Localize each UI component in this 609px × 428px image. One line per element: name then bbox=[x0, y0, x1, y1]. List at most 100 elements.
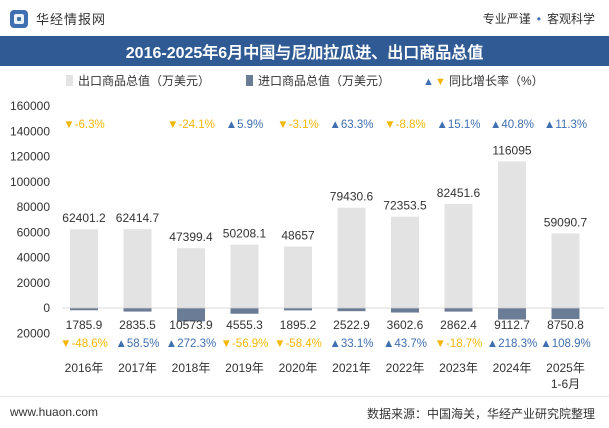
x-tick-label: 2018年 bbox=[172, 361, 211, 375]
export-bar bbox=[177, 248, 205, 308]
export-value-label: 72353.5 bbox=[383, 199, 427, 213]
logo-icon bbox=[10, 9, 28, 28]
import-bar bbox=[284, 308, 312, 311]
x-tick-label: 2025年 bbox=[546, 361, 585, 375]
export-bar bbox=[337, 207, 366, 308]
import-growth-label: ▼-56.9% bbox=[221, 338, 269, 350]
export-value-label: 50208.1 bbox=[223, 227, 267, 241]
chart-area: 出口商品总值（万美元） 进口商品总值（万美元） ▲ ▼ 同比增长率（%） 160… bbox=[10, 73, 604, 391]
export-bar bbox=[444, 203, 473, 308]
import-value-label: 3602.6 bbox=[387, 318, 424, 332]
import-value-label: 2522.9 bbox=[333, 318, 370, 332]
export-value-label: 82451.6 bbox=[437, 186, 481, 200]
x-tick-label: 2020年 bbox=[279, 361, 318, 375]
data-source: 数据来源：中国海关，华经产业研究院整理 bbox=[366, 407, 595, 421]
import-bar bbox=[177, 308, 205, 322]
export-value-label: 48657 bbox=[281, 229, 315, 243]
x-tick-label: 1-6月 bbox=[551, 377, 580, 391]
tagline: 专业严谨 • 客观科学 bbox=[483, 10, 595, 27]
import-growth-label: ▼-48.6% bbox=[60, 338, 108, 350]
y-tick-label: 80000 bbox=[17, 200, 51, 214]
y-tick-label: 20000 bbox=[17, 276, 51, 290]
tagline-right: 客观科学 bbox=[546, 12, 595, 26]
x-tick-label: 2017年 bbox=[118, 361, 157, 375]
import-growth-label: ▲33.1% bbox=[330, 338, 374, 350]
legend-export-swatch bbox=[66, 75, 73, 86]
export-value-label: 62414.7 bbox=[116, 211, 160, 225]
import-growth-label: ▼-58.4% bbox=[274, 338, 322, 350]
x-tick-label: 2023年 bbox=[439, 361, 478, 375]
export-growth-label: ▼-3.1% bbox=[277, 119, 318, 131]
export-value-label: 116095 bbox=[492, 143, 531, 157]
import-bar bbox=[70, 308, 98, 311]
import-value-label: 10573.9 bbox=[169, 318, 213, 332]
legend-import-label: 进口商品总值（万美元） bbox=[258, 73, 390, 88]
import-value-label: 2835.5 bbox=[119, 318, 156, 332]
export-value-label: 59090.7 bbox=[544, 215, 588, 229]
footer: www.huaon.com 数据来源：中国海关，华经产业研究院整理 bbox=[0, 396, 609, 428]
export-growth-label: ▼-6.3% bbox=[63, 119, 104, 131]
top-bar: 华经情报网 专业严谨 • 客观科学 bbox=[0, 0, 609, 36]
x-tick-label: 2022年 bbox=[386, 361, 425, 375]
bullet-icon: • bbox=[536, 12, 541, 26]
y-tick-label: 20000 bbox=[17, 326, 51, 340]
import-value-label: 1785.9 bbox=[66, 318, 103, 332]
import-bar bbox=[498, 308, 526, 320]
legend-import-swatch bbox=[246, 75, 253, 86]
import-bar bbox=[123, 308, 152, 312]
import-growth-label: ▲108.9% bbox=[540, 338, 590, 350]
export-bar bbox=[70, 229, 98, 308]
legend-down-arrow-icon: ▼ bbox=[435, 76, 446, 88]
footer-url[interactable]: www.huaon.com bbox=[10, 405, 99, 419]
y-tick-label: 40000 bbox=[17, 251, 51, 265]
export-bar bbox=[391, 216, 419, 308]
y-tick-label: 160000 bbox=[10, 99, 50, 113]
y-tick-label: 0 bbox=[43, 301, 50, 315]
chart-title-bar: 2016-2025年6月中国与尼加拉瓜进、出口商品总值 bbox=[0, 36, 609, 66]
x-tick-label: 2021年 bbox=[332, 361, 371, 375]
y-tick-label: 60000 bbox=[17, 225, 51, 239]
import-value-label: 9112.7 bbox=[494, 318, 530, 332]
export-value-label: 47399.4 bbox=[169, 230, 213, 244]
export-growth-label: ▼-8.8% bbox=[384, 119, 425, 131]
legend-export-label: 出口商品总值（万美元） bbox=[78, 73, 210, 88]
y-tick-label: 140000 bbox=[10, 124, 50, 138]
import-bar bbox=[551, 308, 580, 320]
import-growth-label: ▲218.3% bbox=[487, 338, 537, 350]
export-growth-label: ▲63.3% bbox=[330, 119, 374, 131]
export-bar bbox=[230, 244, 259, 308]
import-bar bbox=[230, 308, 259, 314]
chart-title: 2016-2025年6月中国与尼加拉瓜进、出口商品总值 bbox=[125, 45, 484, 62]
y-tick-label: 100000 bbox=[10, 175, 50, 189]
export-bar bbox=[498, 161, 526, 308]
x-axis: 2016年 2017年 2018年 2019年 2020年 2021年 2022年 2023年… bbox=[65, 361, 585, 391]
x-tick-label: 2024年 bbox=[493, 361, 532, 375]
legend-up-arrow-icon: ▲ bbox=[423, 76, 434, 88]
import-value-label: 8750.8 bbox=[547, 318, 584, 332]
export-value-label: 62401.2 bbox=[62, 211, 106, 225]
import-bar bbox=[444, 308, 473, 312]
export-bar bbox=[123, 229, 152, 308]
export-growth-label: ▲5.9% bbox=[226, 119, 264, 131]
import-value-label: 1895.2 bbox=[280, 318, 317, 332]
export-growth-label: ▲15.1% bbox=[437, 119, 481, 131]
x-tick-label: 2016年 bbox=[65, 361, 104, 375]
import-bar bbox=[337, 308, 366, 312]
y-tick-label: 120000 bbox=[10, 150, 50, 164]
x-tick-label: 2019年 bbox=[225, 361, 264, 375]
import-growth-label: ▼-18.7% bbox=[435, 338, 483, 350]
export-bar bbox=[551, 233, 580, 308]
brand[interactable]: 华经情报网 bbox=[10, 9, 106, 28]
import-value-label: 4555.3 bbox=[226, 318, 263, 332]
import-growth-label: ▲43.7% bbox=[383, 338, 427, 350]
y-axis: 160000 140000 120000 100000 80000 60000 40000 2… bbox=[10, 99, 50, 340]
brand-name: 华经情报网 bbox=[36, 12, 107, 27]
import-value-label: 2862.4 bbox=[440, 318, 477, 332]
import-growth-label: ▲58.5% bbox=[116, 338, 160, 350]
import-bar bbox=[391, 308, 419, 313]
export-growth-label: ▲40.8% bbox=[490, 119, 534, 131]
export-value-label: 79430.6 bbox=[330, 190, 374, 204]
bars: 62401.2 1785.9 ▼-6.3% ▼-48.6% 62414.7 2835.5 ▲… bbox=[60, 119, 604, 350]
export-growth-label: ▼-24.1% bbox=[167, 119, 215, 131]
export-growth-label: ▲11.3% bbox=[544, 119, 587, 131]
